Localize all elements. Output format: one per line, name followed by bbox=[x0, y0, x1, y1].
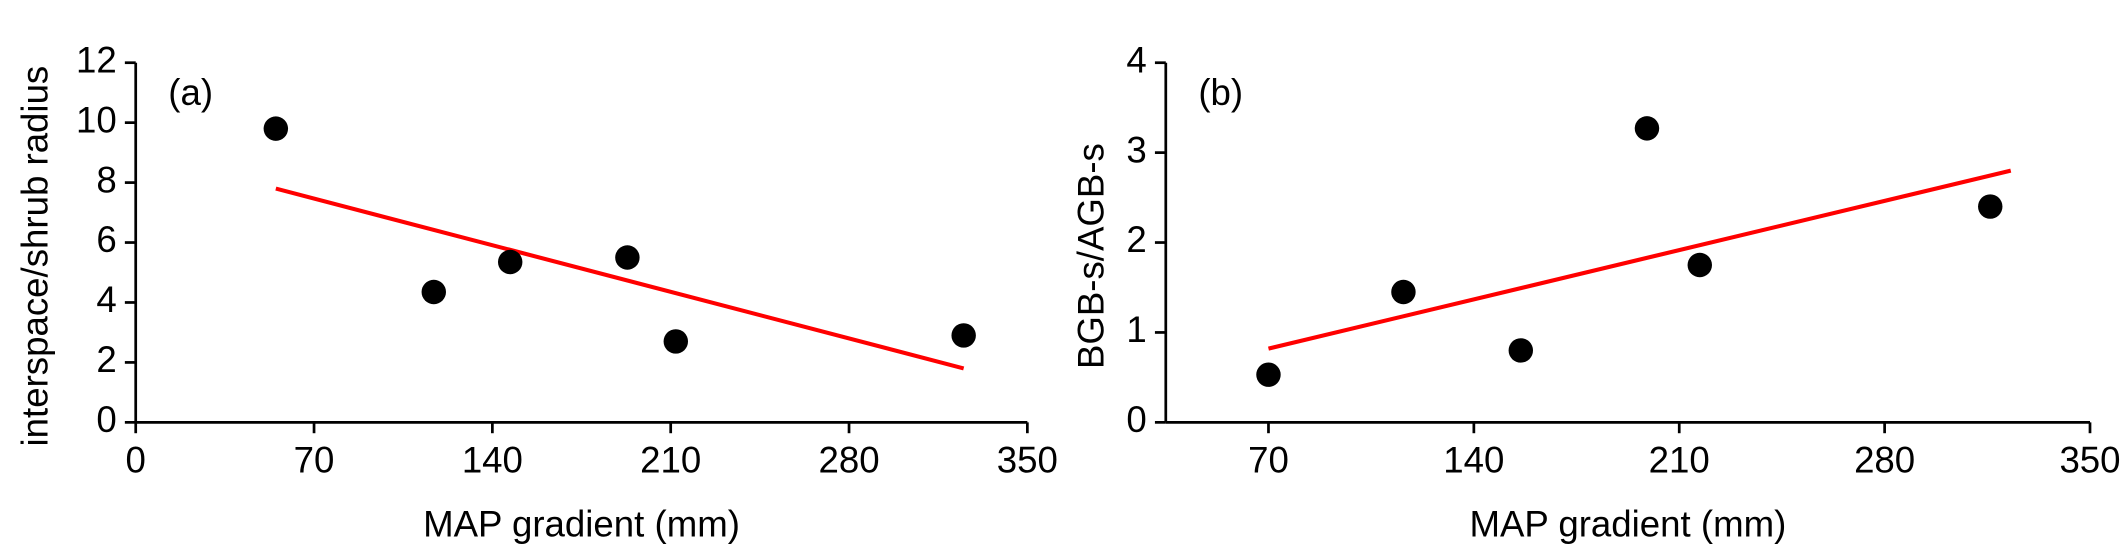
panel-label: (a) bbox=[168, 72, 213, 113]
point bbox=[1508, 338, 1534, 363]
y-tick-label: 3 bbox=[1126, 129, 1146, 170]
point bbox=[263, 116, 289, 141]
x-tick-label: 210 bbox=[640, 440, 701, 481]
y-tick-label: 4 bbox=[1126, 39, 1146, 80]
point bbox=[1634, 116, 1660, 141]
x-tick-label: 210 bbox=[1649, 440, 1710, 481]
fit-line bbox=[275, 186, 965, 371]
y-axis-label: interspace/shrub radius bbox=[15, 66, 56, 447]
x-tick-label: 140 bbox=[1443, 440, 1504, 481]
y-tick-label: 2 bbox=[96, 339, 116, 380]
point bbox=[1391, 279, 1416, 305]
x-axis-label: MAP gradient (mm) bbox=[1469, 504, 1786, 545]
y-tick-label: 0 bbox=[96, 399, 116, 440]
y-tick-label: 8 bbox=[96, 159, 116, 200]
point bbox=[1687, 252, 1712, 278]
y-tick-label: 12 bbox=[76, 39, 117, 80]
y-axis-label: BGB-s/AGB-s bbox=[1071, 143, 1112, 369]
x-tick-label: 70 bbox=[294, 440, 335, 481]
point bbox=[1978, 194, 2003, 219]
x-tick-label: 280 bbox=[818, 440, 879, 481]
x-tick-label: 350 bbox=[997, 440, 1058, 481]
fit-line bbox=[1268, 168, 2012, 351]
y-tick-label: 1 bbox=[1126, 309, 1146, 350]
x-tick-label: 350 bbox=[2059, 440, 2120, 481]
panel-label: (b) bbox=[1198, 72, 1243, 113]
x-tick-label: 0 bbox=[126, 440, 146, 481]
y-tick-label: 2 bbox=[1126, 219, 1146, 260]
y-tick-label: 4 bbox=[96, 279, 116, 320]
point bbox=[663, 329, 689, 354]
point bbox=[421, 279, 446, 305]
point bbox=[615, 245, 640, 270]
y-tick-label: 0 bbox=[1126, 399, 1146, 440]
x-tick-label: 280 bbox=[1854, 440, 1915, 481]
point bbox=[1256, 362, 1281, 387]
point bbox=[951, 323, 976, 348]
x-tick-label: 70 bbox=[1248, 440, 1289, 481]
point bbox=[497, 249, 523, 275]
x-tick-label: 140 bbox=[462, 440, 523, 481]
y-tick-label: 10 bbox=[76, 99, 117, 140]
x-axis-label: MAP gradient (mm) bbox=[423, 504, 740, 545]
y-tick-label: 6 bbox=[96, 219, 116, 260]
